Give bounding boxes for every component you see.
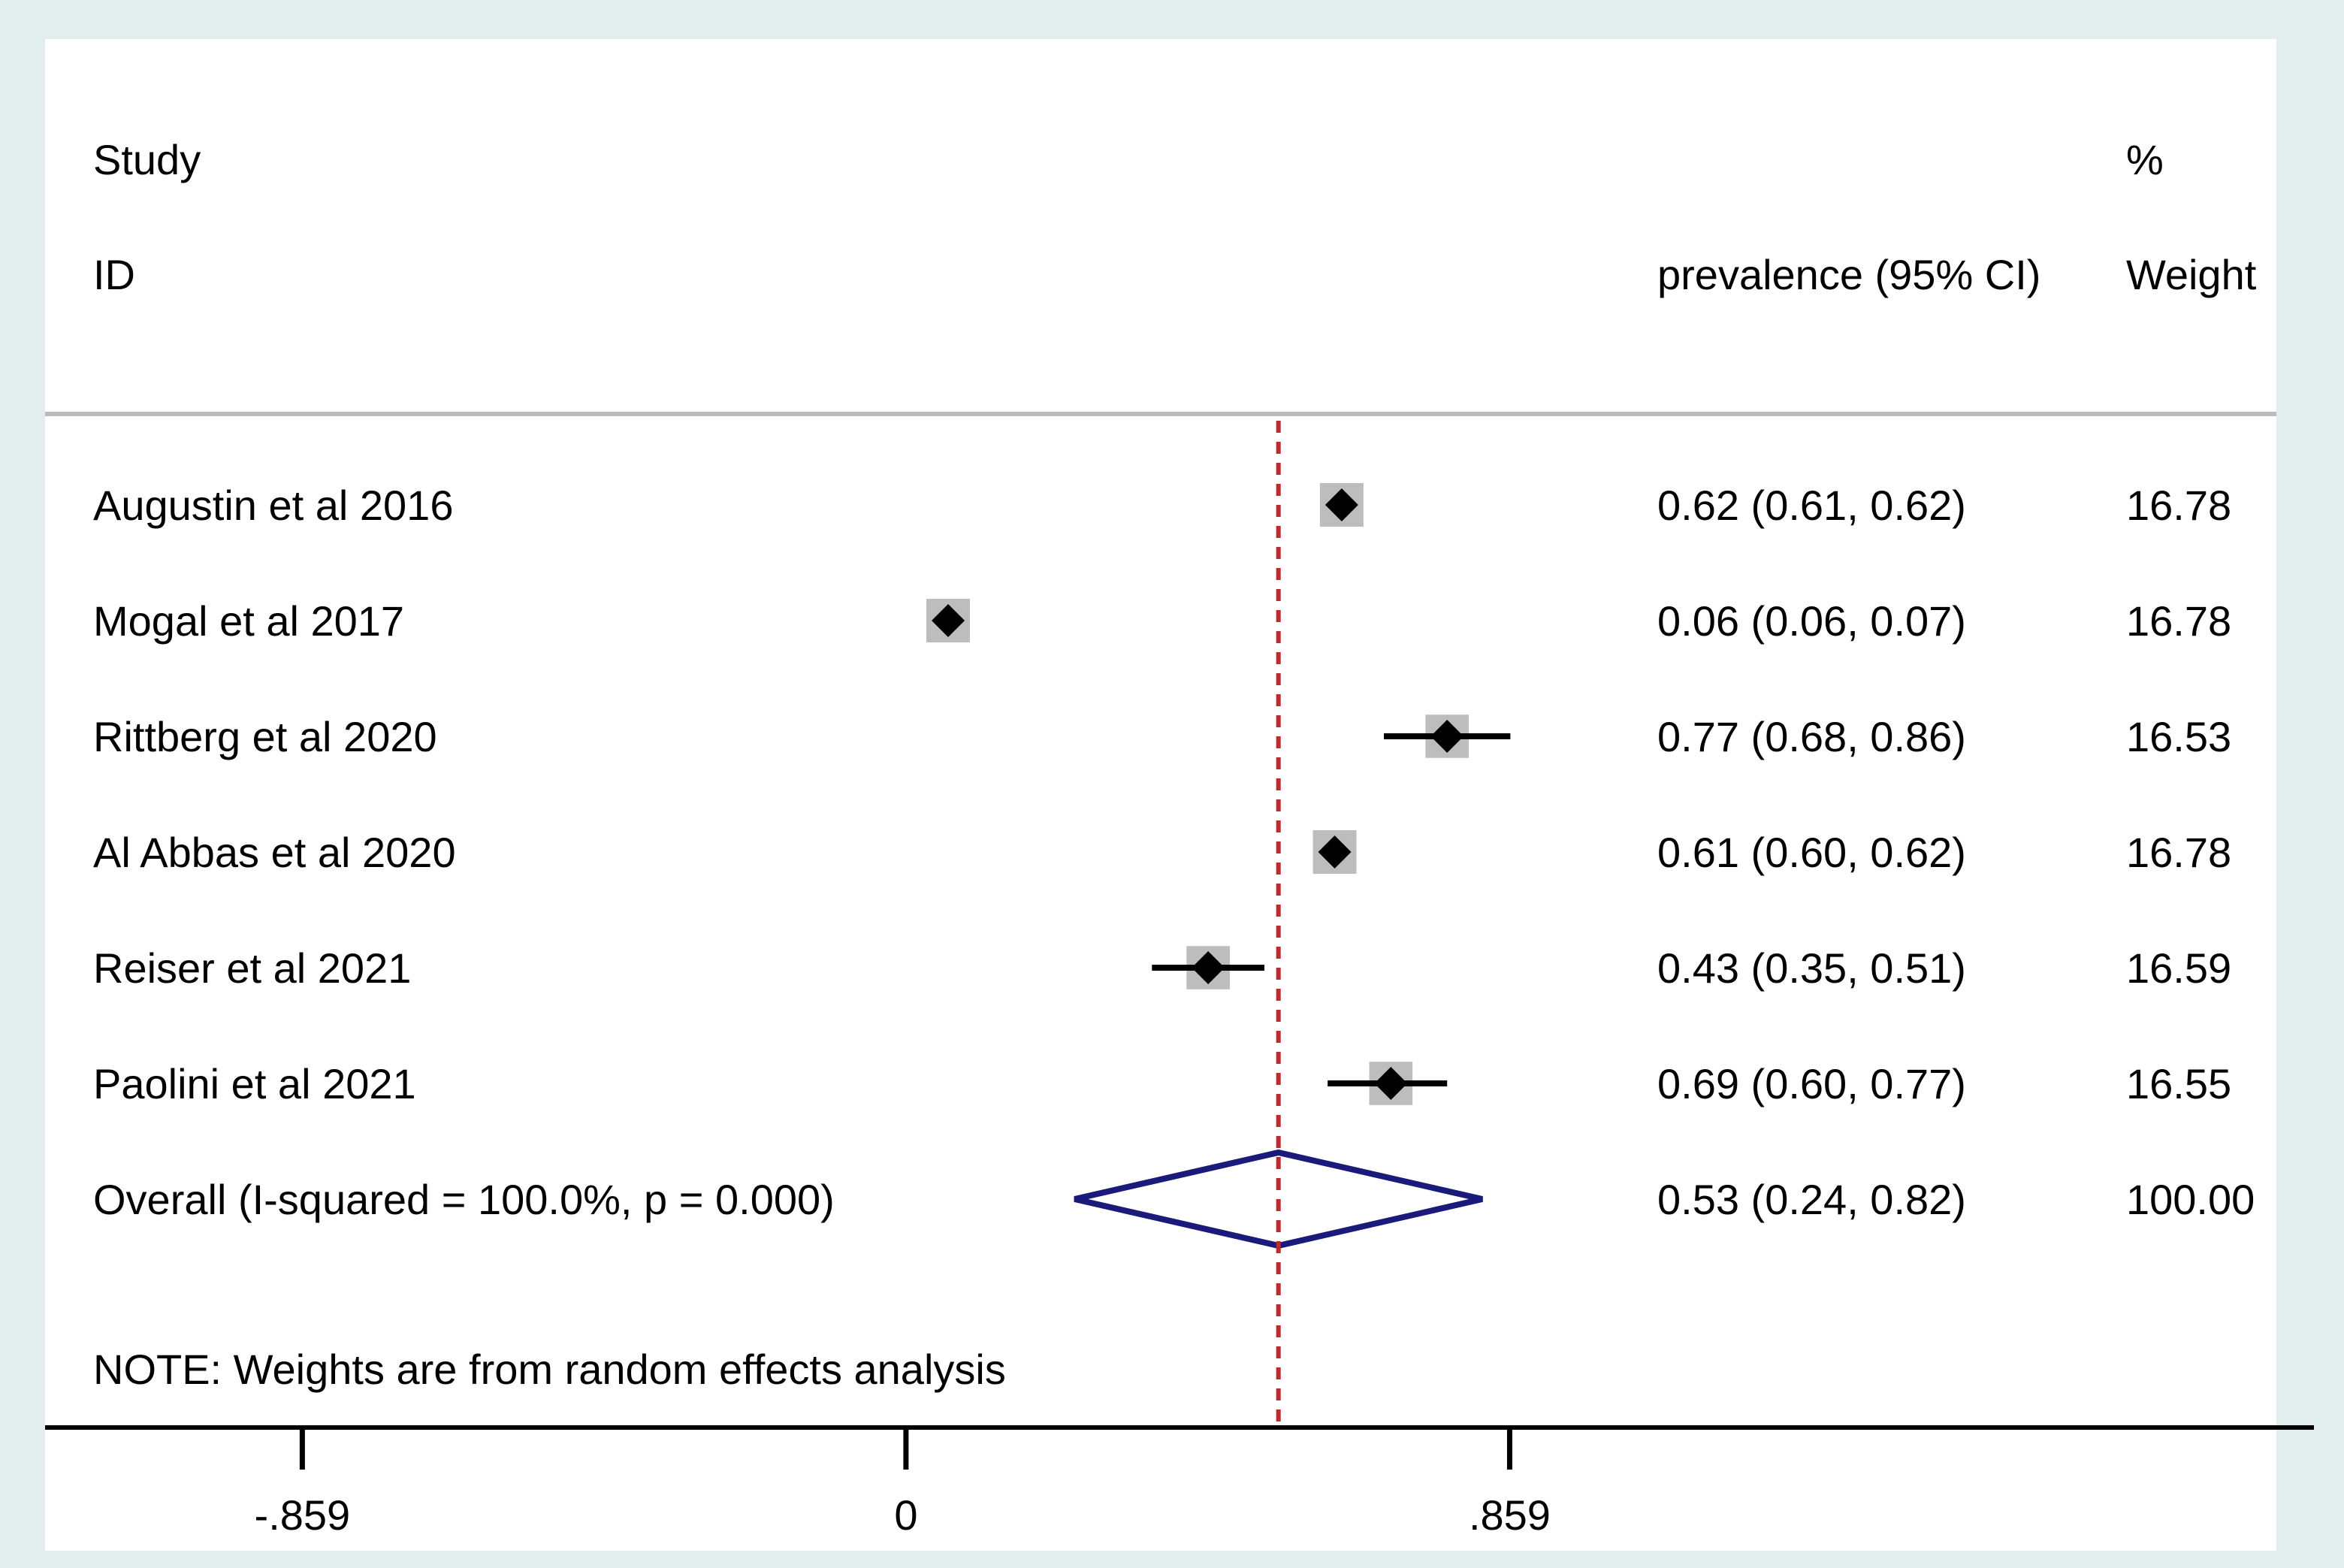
study-ci-text: 0.06 (0.06, 0.07) bbox=[1657, 597, 1966, 645]
footnote: NOTE: Weights are from random effects an… bbox=[93, 1346, 1006, 1393]
study-ci-text: 0.61 (0.60, 0.62) bbox=[1657, 829, 1966, 876]
study-row: Augustin et al 2016 0.62 (0.61, 0.62) 16.7… bbox=[93, 482, 2231, 529]
study-weight: 16.53 bbox=[2126, 713, 2231, 760]
study-label: Paolini et al 2021 bbox=[93, 1060, 416, 1107]
point-estimate bbox=[932, 604, 965, 637]
study-row: Reiser et al 2021 0.43 (0.35, 0.51) 16.59 bbox=[93, 944, 2231, 992]
overall-ci-text: 0.53 (0.24, 0.82) bbox=[1657, 1176, 1966, 1223]
study-weight: 16.59 bbox=[2126, 944, 2231, 992]
point-estimate bbox=[1374, 1067, 1408, 1100]
study-weight: 16.78 bbox=[2126, 597, 2231, 645]
plot-background bbox=[45, 39, 2276, 1551]
x-axis: -.859 0 .859 bbox=[45, 1425, 2314, 1539]
point-estimate bbox=[1318, 835, 1352, 869]
point-estimate bbox=[1325, 488, 1358, 521]
header-id: ID bbox=[93, 251, 135, 298]
point-estimate bbox=[1430, 720, 1464, 753]
study-ci-text: 0.62 (0.61, 0.62) bbox=[1657, 482, 1966, 529]
x-tick-label: -.859 bbox=[255, 1491, 351, 1539]
header-weight-percent: % bbox=[2126, 136, 2164, 183]
study-label: Rittberg et al 2020 bbox=[93, 713, 437, 760]
x-tick-label: .859 bbox=[1469, 1491, 1551, 1539]
study-label: Augustin et al 2016 bbox=[93, 482, 453, 529]
overall-diamond bbox=[1074, 1149, 1483, 1249]
study-label: Al Abbas et al 2020 bbox=[93, 829, 456, 876]
study-rows: Augustin et al 2016 0.62 (0.61, 0.62) 16.7… bbox=[93, 482, 2255, 1223]
study-row: Mogal et al 2017 0.06 (0.06, 0.07) 16.78 bbox=[93, 597, 2231, 645]
study-ci-text: 0.69 (0.60, 0.77) bbox=[1657, 1060, 1966, 1107]
header-estimate: prevalence (95% CI) bbox=[1657, 251, 2040, 298]
header-study: Study bbox=[93, 136, 201, 183]
header-weight: Weight bbox=[2126, 251, 2257, 298]
study-ci-text: 0.77 (0.68, 0.86) bbox=[1657, 713, 1966, 760]
study-weight: 16.78 bbox=[2126, 829, 2231, 876]
study-row: Paolini et al 2021 0.69 (0.60, 0.77) 16.55 bbox=[93, 1060, 2231, 1107]
study-weight: 16.78 bbox=[2126, 482, 2231, 529]
overall-row: Overall (I-squared = 100.0%, p = 0.000) 0… bbox=[93, 1176, 2255, 1223]
study-label: Reiser et al 2021 bbox=[93, 944, 411, 992]
forest-marks bbox=[926, 421, 1511, 1428]
overall-label: Overall (I-squared = 100.0%, p = 0.000) bbox=[93, 1176, 835, 1223]
overall-weight: 100.00 bbox=[2126, 1176, 2255, 1223]
study-row: Rittberg et al 2020 0.77 (0.68, 0.86) 16.5… bbox=[93, 713, 2231, 760]
x-tick-label: 0 bbox=[894, 1491, 917, 1539]
header: Study ID prevalence (95% CI) % Weight bbox=[45, 136, 2276, 416]
study-weight: 16.55 bbox=[2126, 1060, 2231, 1107]
study-row: Al Abbas et al 2020 0.61 (0.60, 0.62) 16.7… bbox=[93, 829, 2231, 876]
point-estimate bbox=[1192, 951, 1225, 984]
study-ci-text: 0.43 (0.35, 0.51) bbox=[1657, 944, 1966, 992]
study-label: Mogal et al 2017 bbox=[93, 597, 404, 645]
